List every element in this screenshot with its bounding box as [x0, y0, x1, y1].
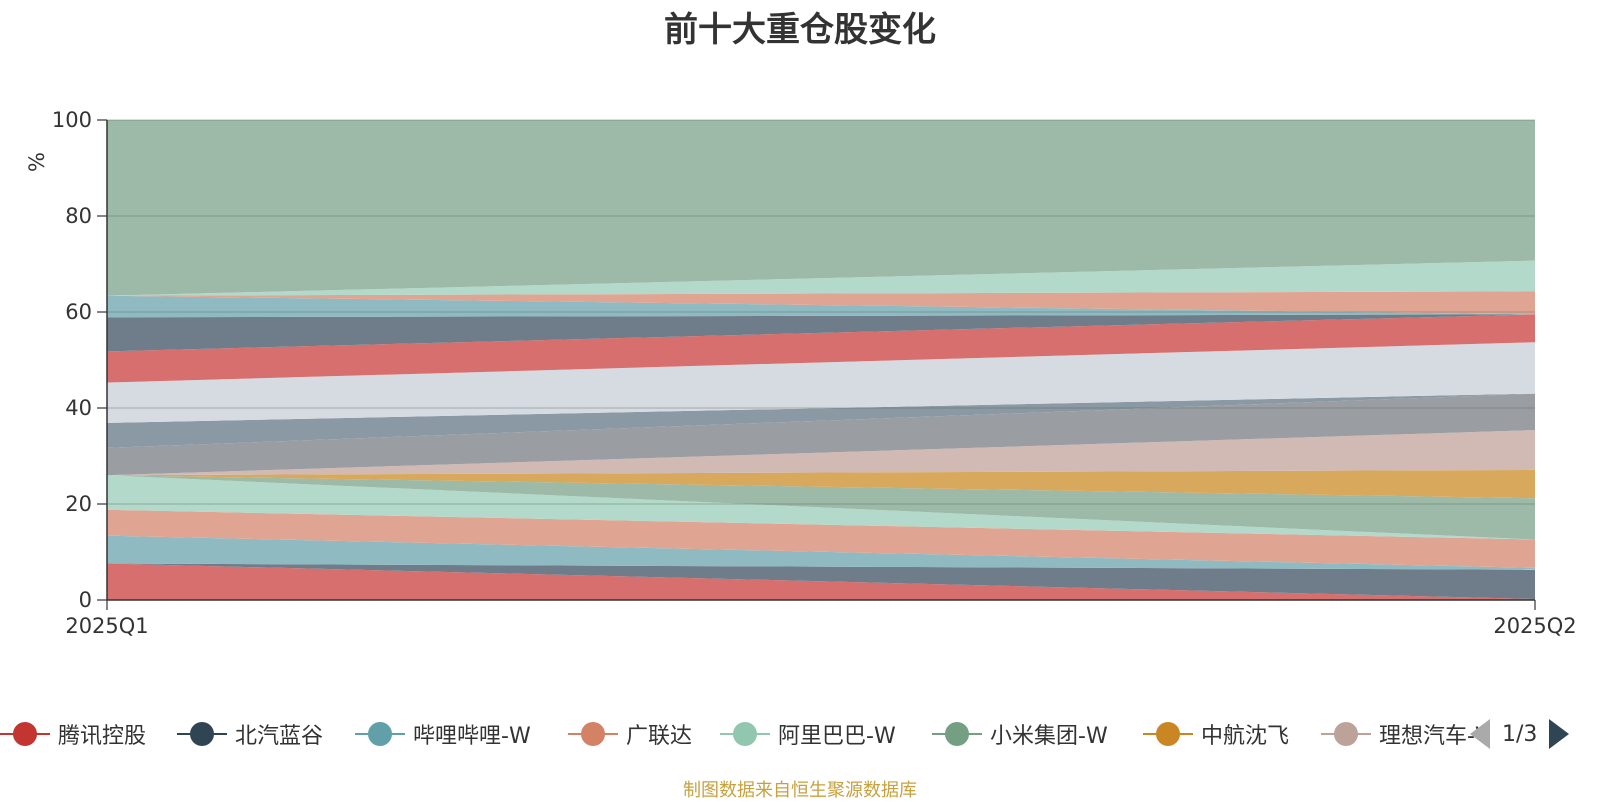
legend: 腾讯控股 北汽蓝谷 哔哩哔哩-W 广联达 阿里巴巴-W 小米集团-W 中航沈飞 理想汽车-W — [0, 716, 1600, 752]
area-series-17 — [107, 120, 1535, 296]
legend-label: 中航沈飞 — [1201, 724, 1290, 749]
legend-item[interactable]: 腾讯控股 — [0, 716, 165, 752]
legend-prev-button[interactable] — [1470, 719, 1490, 749]
x-tick-label: 2025Q2 — [1493, 614, 1576, 638]
legend-label: 北汽蓝谷 — [235, 724, 324, 749]
legend-marker-icon — [1321, 716, 1371, 752]
chart-title: 前十大重仓股变化 — [664, 10, 936, 50]
area-series-1 — [107, 563, 1535, 600]
area-series-10 — [107, 393, 1535, 448]
area-series-11 — [107, 342, 1535, 423]
area-layers — [107, 120, 1535, 600]
y-tick-label: 100 — [52, 108, 92, 132]
y-axis-label: % — [25, 152, 49, 172]
y-tick-label: 40 — [65, 396, 92, 420]
legend-item[interactable]: 哔哩哔哩-W — [355, 716, 555, 752]
legend-item[interactable]: 理想汽车-W — [1321, 716, 1479, 752]
area-series-7 — [107, 469, 1535, 499]
legend-next-button[interactable] — [1549, 719, 1570, 749]
legend-marker-icon — [568, 716, 618, 752]
legend-page-indicator: 1/3 — [1502, 721, 1538, 747]
area-chart: 0 20 40 60 80 100 2025Q1 2025Q2 % — [25, 108, 1577, 638]
x-tick-label: 2025Q1 — [65, 614, 148, 638]
legend-marker-icon — [720, 716, 770, 752]
area-series-8 — [107, 430, 1535, 476]
legend-item[interactable]: 中航沈飞 — [1143, 716, 1308, 752]
legend-marker-icon — [355, 716, 405, 752]
area-series-2 — [107, 563, 1535, 600]
area-series-6 — [107, 475, 1535, 540]
legend-marker-icon — [0, 716, 50, 752]
legend-marker-icon — [177, 716, 227, 752]
y-tick-label: 80 — [65, 204, 92, 228]
area-series-14 — [107, 295, 1535, 318]
legend-item[interactable]: 小米集团-W — [932, 716, 1130, 752]
area-series-13 — [107, 314, 1535, 352]
legend-label: 广联达 — [626, 724, 693, 749]
legend-marker-icon — [932, 716, 982, 752]
legend-label: 阿里巴巴-W — [778, 724, 896, 749]
area-series-9 — [107, 393, 1535, 476]
area-series-12 — [107, 314, 1535, 383]
y-tick-label: 0 — [79, 588, 92, 612]
legend-label: 腾讯控股 — [58, 724, 147, 749]
legend-label: 理想汽车-W — [1379, 724, 1479, 749]
legend-label: 哔哩哔哩-W — [413, 724, 531, 749]
area-series-4 — [107, 509, 1535, 568]
axes: 0 20 40 60 80 100 2025Q1 2025Q2 — [52, 108, 1577, 638]
legend-pager: 1/3 — [1470, 716, 1570, 752]
y-tick-label: 60 — [65, 300, 92, 324]
legend-marker-icon — [1143, 716, 1193, 752]
legend-item[interactable]: 阿里巴巴-W — [720, 716, 920, 752]
legend-item[interactable]: 广联达 — [568, 716, 708, 752]
legend-label: 小米集团-W — [990, 724, 1108, 749]
grid-lines — [107, 119, 1535, 505]
area-series-15 — [107, 291, 1535, 315]
legend-item[interactable]: 北汽蓝谷 — [177, 716, 345, 752]
y-tick-label: 20 — [65, 492, 92, 516]
area-series-3 — [107, 535, 1535, 570]
source-note: 制图数据来自恒生聚源数据库 — [683, 780, 917, 801]
